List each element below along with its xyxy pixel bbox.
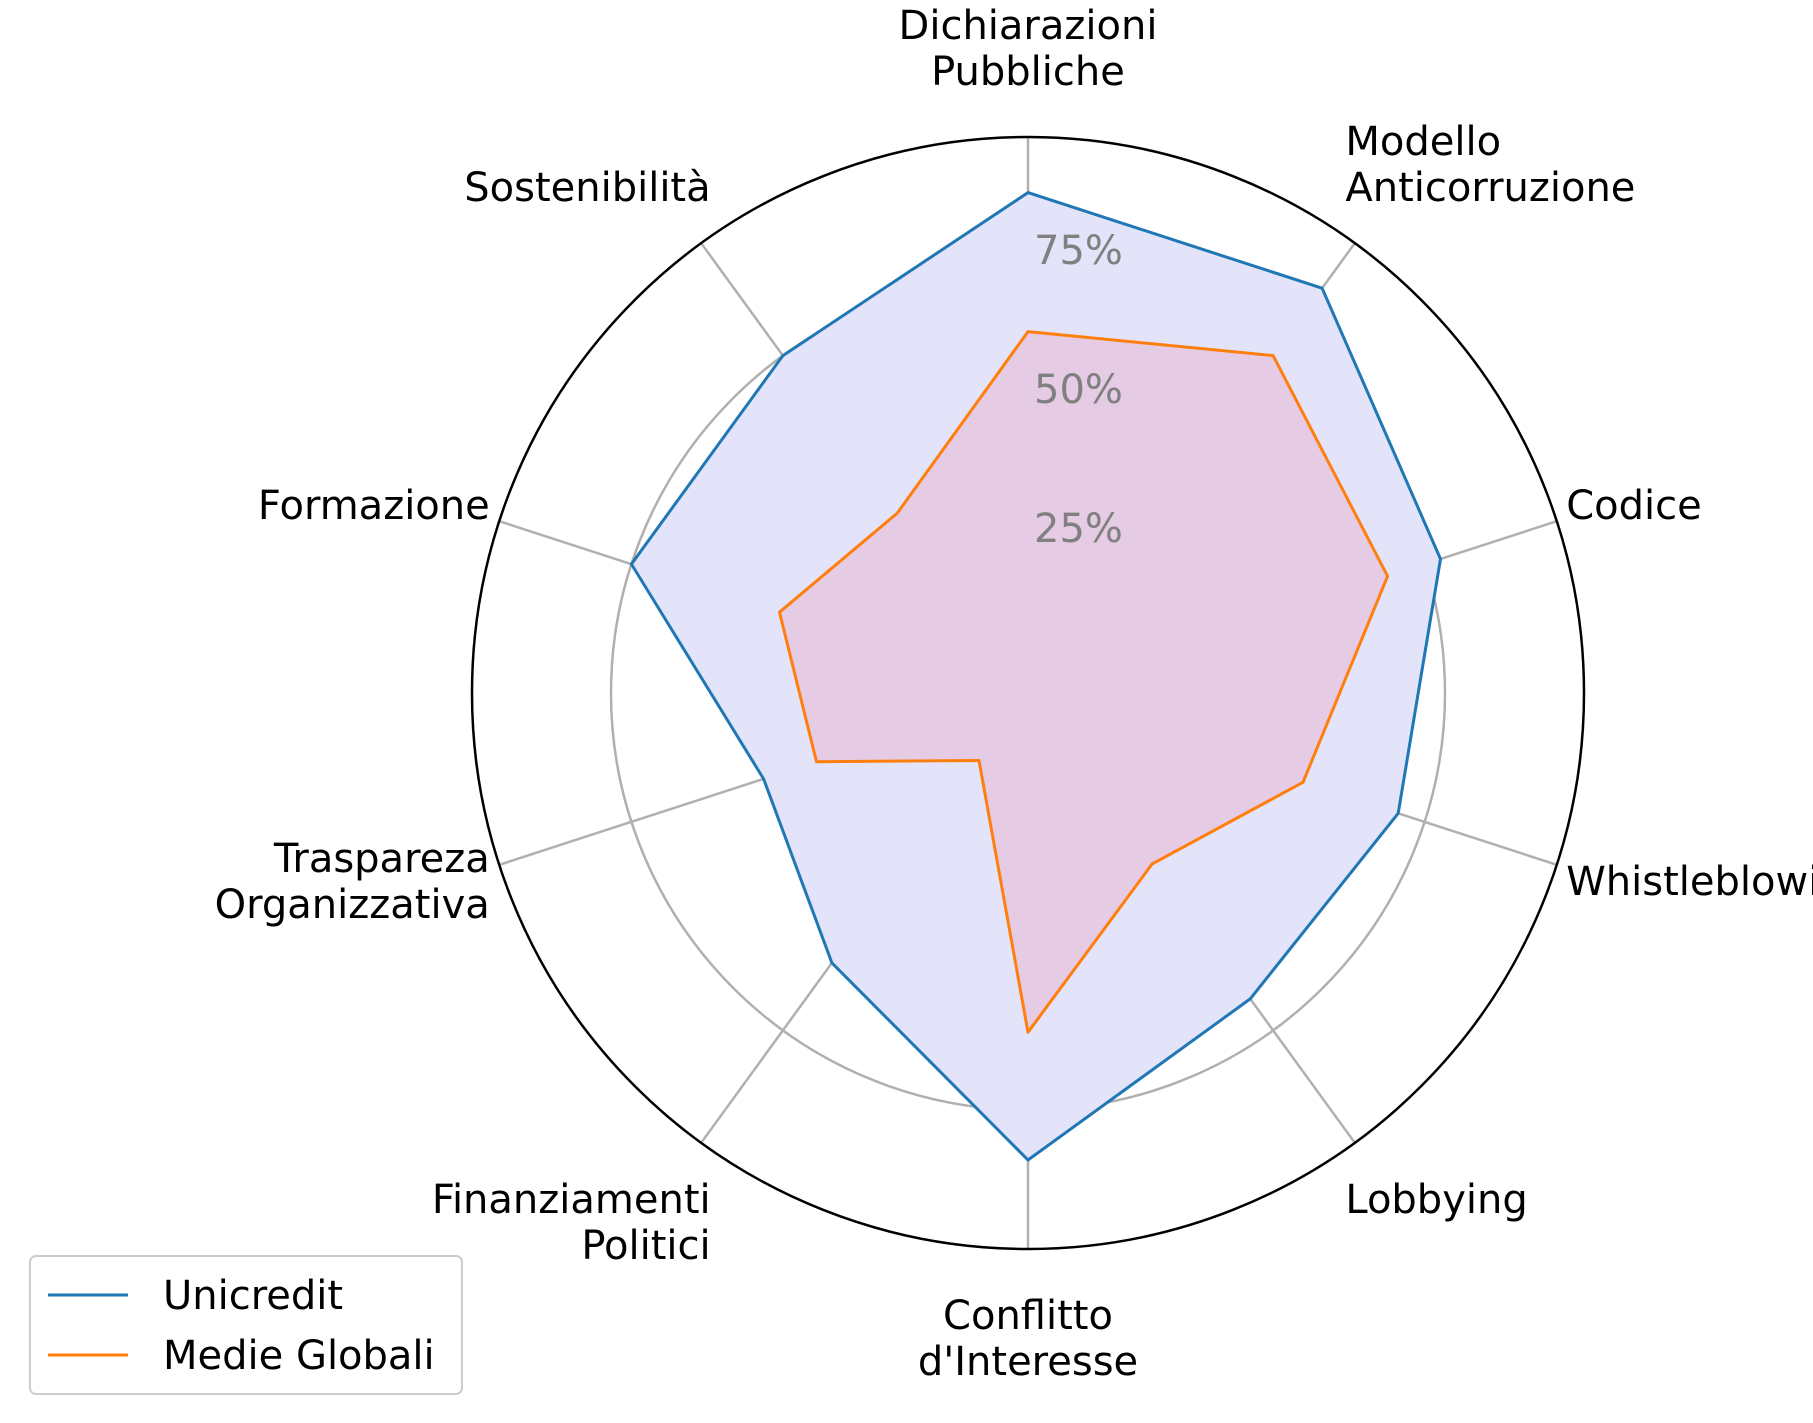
outer-frame-circle [470, 135, 1586, 1251]
series-fill-layer [631, 192, 1441, 1161]
axis-label-formazione: Formazione [258, 483, 490, 529]
series-line-unicredit [629, 191, 1442, 1162]
radial-tick-label-50: 50% [1034, 367, 1123, 413]
series-line-layer [629, 191, 1442, 1162]
axis-label-sostenibilit: Sostenibilità [464, 165, 710, 211]
axis-label-traspareza-organizzativa: Traspareza Organizzativa [215, 836, 490, 928]
axis-label-layer: Dichiarazioni Pubbliche Modello Anticorruzi… [215, 3, 1813, 1385]
axis-label-dichiarazioni-pubbliche: Dichiarazioni Pubbliche [899, 3, 1158, 95]
radial-tick-label-75: 75% [1034, 228, 1123, 274]
axis-label-finanziamenti-politici: Finanziamenti Politici [432, 1177, 711, 1269]
series-area-medie-globali [779, 331, 1388, 1033]
legend-box [29, 1255, 463, 1395]
legend-label-medie-globali: Medie Globali [163, 1333, 435, 1379]
tick-label-layer: 25% 50% 75% [1034, 228, 1123, 552]
axis-label-modello-anticorruzione: Modello Anticorruzione [1345, 119, 1635, 211]
axis-label-whistleblowing: Whistleblowing [1566, 859, 1813, 905]
axis-label-lobbying: Lobbying [1345, 1177, 1527, 1223]
legend: Unicredit Medie Globali [29, 1255, 463, 1395]
axis-label-conflitto-d-interesse: Conflitto d'Interesse [918, 1293, 1138, 1385]
radial-tick-label-25: 25% [1034, 506, 1123, 552]
axis-label-codice: Codice [1566, 483, 1702, 529]
legend-label-unicredit: Unicredit [163, 1273, 343, 1319]
series-line-medie-globali [778, 330, 1390, 1034]
